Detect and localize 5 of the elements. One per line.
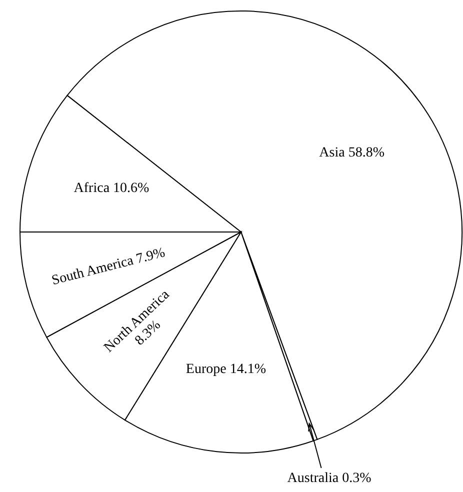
slice-label: Africa 10.6% (74, 181, 150, 196)
slice-label: Europe 14.1% (186, 362, 266, 378)
slice-label: Asia 58.8% (319, 145, 385, 160)
slice-label: South America 7.9% (50, 245, 168, 289)
slice-label: Australia 0.3% (287, 471, 372, 486)
